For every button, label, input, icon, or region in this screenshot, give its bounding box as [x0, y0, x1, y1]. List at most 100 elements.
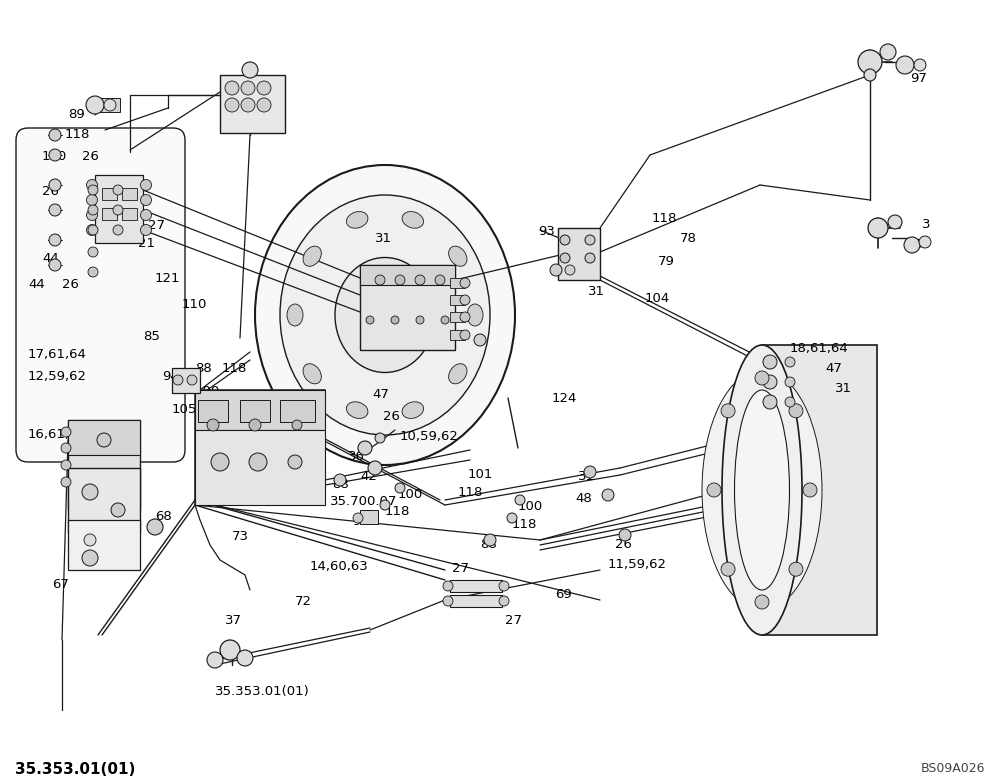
Text: 31: 31	[835, 382, 852, 395]
Circle shape	[395, 483, 405, 493]
Circle shape	[257, 98, 271, 112]
Text: 39: 39	[232, 97, 249, 110]
Circle shape	[241, 81, 255, 95]
Text: 3: 3	[922, 218, 930, 231]
Circle shape	[82, 550, 98, 566]
Text: 68: 68	[155, 510, 172, 523]
Text: 10,59,62: 10,59,62	[400, 430, 459, 443]
Text: 118: 118	[652, 212, 677, 225]
Circle shape	[49, 234, 61, 246]
Circle shape	[550, 264, 562, 276]
Circle shape	[49, 149, 61, 161]
Circle shape	[919, 236, 931, 248]
Circle shape	[560, 235, 570, 245]
Circle shape	[257, 81, 271, 95]
Ellipse shape	[346, 401, 368, 419]
Bar	[122, 188, 137, 200]
Circle shape	[375, 275, 385, 285]
Bar	[280, 400, 315, 422]
Circle shape	[49, 129, 61, 141]
Text: 90: 90	[352, 515, 369, 528]
Circle shape	[515, 495, 525, 505]
Circle shape	[888, 215, 902, 229]
Circle shape	[220, 640, 240, 660]
Bar	[240, 400, 270, 422]
Ellipse shape	[449, 246, 467, 267]
Text: 47: 47	[372, 388, 389, 401]
Circle shape	[460, 295, 470, 305]
Text: 100: 100	[195, 385, 220, 398]
Text: 89: 89	[68, 108, 85, 121]
Circle shape	[763, 395, 777, 409]
Text: 21: 21	[138, 237, 155, 250]
Text: 11,59,62: 11,59,62	[608, 558, 667, 571]
Circle shape	[560, 253, 570, 263]
Text: 97: 97	[910, 72, 927, 85]
Ellipse shape	[280, 195, 490, 435]
Circle shape	[61, 477, 71, 487]
Circle shape	[785, 377, 795, 387]
Bar	[450, 278, 465, 288]
Circle shape	[484, 534, 496, 546]
Circle shape	[507, 513, 517, 523]
Circle shape	[249, 453, 267, 471]
Text: 104: 104	[645, 292, 670, 305]
Text: 100: 100	[518, 500, 543, 513]
Circle shape	[499, 596, 509, 606]
Text: 44: 44	[28, 278, 45, 291]
Circle shape	[61, 460, 71, 470]
Text: 69: 69	[555, 588, 572, 601]
Circle shape	[113, 185, 123, 195]
Circle shape	[249, 419, 261, 431]
Ellipse shape	[287, 304, 303, 326]
Text: 26: 26	[82, 150, 99, 163]
Circle shape	[868, 218, 888, 238]
Text: 26: 26	[62, 278, 79, 291]
Bar	[360, 265, 455, 350]
Circle shape	[187, 375, 197, 385]
Ellipse shape	[449, 364, 467, 384]
Circle shape	[755, 371, 769, 385]
Text: 31: 31	[588, 285, 605, 298]
Text: 48: 48	[560, 262, 577, 275]
Circle shape	[49, 179, 61, 191]
Text: 124: 124	[552, 392, 577, 405]
Circle shape	[140, 194, 152, 205]
Text: 4: 4	[900, 55, 908, 68]
Bar	[450, 595, 502, 607]
Circle shape	[87, 209, 98, 220]
Ellipse shape	[335, 257, 435, 372]
Circle shape	[443, 581, 453, 591]
Circle shape	[207, 652, 223, 668]
Circle shape	[97, 433, 111, 447]
Text: 88: 88	[332, 478, 349, 491]
Circle shape	[113, 205, 123, 215]
Text: 35.353.01(01): 35.353.01(01)	[15, 762, 135, 777]
Ellipse shape	[346, 212, 368, 228]
Bar	[172, 368, 200, 393]
Text: 36: 36	[348, 450, 365, 463]
Ellipse shape	[402, 401, 424, 419]
Circle shape	[358, 441, 372, 455]
Circle shape	[173, 375, 183, 385]
Text: 18,61,64: 18,61,64	[790, 342, 849, 355]
Text: 35.700.07: 35.700.07	[330, 495, 397, 508]
FancyBboxPatch shape	[16, 128, 185, 462]
Circle shape	[474, 334, 486, 346]
Text: 94: 94	[162, 370, 179, 383]
Text: 31: 31	[375, 232, 392, 245]
Text: 52: 52	[472, 598, 489, 611]
Circle shape	[113, 225, 123, 235]
Bar	[102, 188, 117, 200]
Circle shape	[391, 316, 399, 324]
Text: 47: 47	[825, 362, 842, 375]
Text: 73: 73	[232, 530, 249, 543]
Circle shape	[721, 404, 735, 418]
Circle shape	[914, 59, 926, 71]
Text: 78: 78	[680, 232, 697, 245]
Text: 14,60,63: 14,60,63	[310, 560, 369, 573]
Circle shape	[88, 185, 98, 195]
Bar	[220, 75, 285, 133]
Circle shape	[789, 562, 803, 576]
Text: 100: 100	[398, 488, 423, 501]
